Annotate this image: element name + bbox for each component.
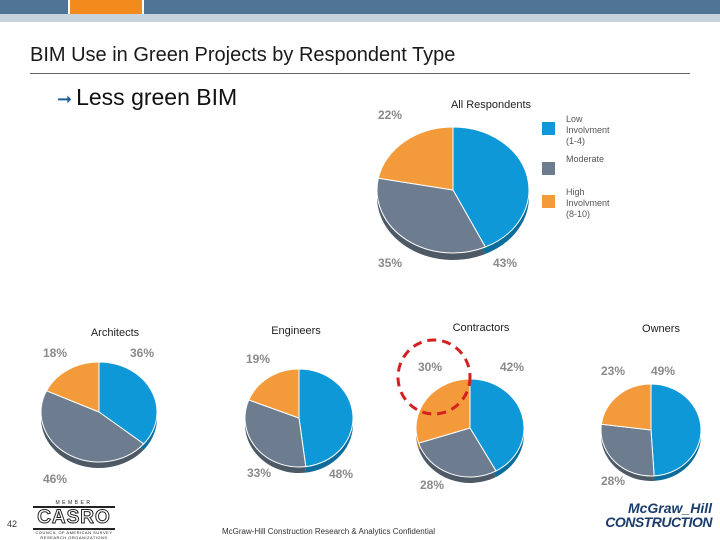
footer-confidential: McGraw-Hill Construction Research & Anal… bbox=[222, 527, 435, 536]
mcgraw-hill-logo: McGraw_Hill CONSTRUCTION bbox=[602, 501, 712, 531]
slice-label-moderate: 28% bbox=[420, 478, 444, 492]
top-bar-stripe bbox=[0, 14, 720, 22]
slice-label-high: 23% bbox=[601, 364, 625, 378]
casro-member-text: MEMBER bbox=[55, 500, 93, 506]
logo-line-1: McGraw_Hill bbox=[627, 500, 712, 516]
logo-line-2: CONSTRUCTION bbox=[605, 514, 712, 530]
pie-slice-low bbox=[469, 378, 525, 472]
pie-slice-low bbox=[650, 383, 702, 477]
pie-owners bbox=[600, 383, 702, 481]
pie-slice-low bbox=[98, 361, 158, 445]
casro-name: CASRO bbox=[33, 506, 115, 530]
pie-slice-high bbox=[600, 383, 652, 431]
bullet-text: Less green BIM bbox=[76, 84, 238, 110]
pie-contractors bbox=[415, 378, 525, 483]
slide-title: BIM Use in Green Projects by Respondent … bbox=[30, 44, 456, 66]
top-bar-segment-orange bbox=[70, 0, 142, 14]
legend-swatch-moderate bbox=[542, 162, 555, 175]
chart-labels: All Respondents 43% 35% 22% Architects 36% 46%… bbox=[43, 99, 680, 492]
slice-label-moderate: 35% bbox=[378, 256, 402, 270]
pie-title: All Respondents bbox=[451, 99, 532, 111]
pie-title: Contractors bbox=[453, 322, 510, 334]
slice-label-moderate: 33% bbox=[247, 466, 271, 480]
pie-slice-moderate bbox=[417, 427, 497, 478]
bullet-point: ➞ Less green BIM bbox=[57, 84, 237, 111]
pie-slice-high bbox=[45, 361, 100, 413]
legend-label-low: Low Involvment (1-4) bbox=[566, 114, 610, 146]
top-bar-segment-dark-right bbox=[144, 0, 720, 14]
legend-label-moderate: Moderate bbox=[566, 154, 604, 164]
top-color-bar bbox=[0, 0, 720, 22]
pie-title: Engineers bbox=[271, 325, 321, 337]
legend-swatch-low bbox=[542, 122, 555, 135]
casro-subtitle: COUNCIL OF AMERICAN SURVEY RESEARCH ORGA… bbox=[35, 530, 113, 540]
pie-all-respondents bbox=[376, 126, 530, 261]
pie-architects bbox=[40, 361, 158, 468]
pie-slice-moderate bbox=[40, 390, 145, 463]
legend-swatch-high bbox=[542, 195, 555, 208]
slice-label-moderate: 28% bbox=[601, 474, 625, 488]
casro-logo: MEMBER CASRO COUNCIL OF AMERICAN SURVEY … bbox=[33, 500, 115, 540]
pie-slice-low bbox=[452, 126, 530, 248]
highlight-circle bbox=[396, 338, 472, 416]
pie-slice-high bbox=[415, 378, 471, 444]
pie-title: Owners bbox=[642, 323, 680, 335]
slice-label-moderate: 46% bbox=[43, 472, 67, 486]
pie-slice-low bbox=[298, 368, 354, 468]
pie-charts bbox=[40, 126, 702, 483]
arrow-bullet-icon: ➞ bbox=[57, 89, 73, 109]
top-bar-segment-dark bbox=[0, 0, 68, 14]
pie-slice-high bbox=[248, 368, 300, 419]
slice-label-low: 43% bbox=[493, 256, 517, 270]
page-number: 42 bbox=[7, 519, 18, 529]
pie-slice-high bbox=[377, 126, 454, 191]
slice-label-low: 42% bbox=[500, 360, 524, 374]
chart-legend: Low Involvment (1-4) Moderate High Involvment… bbox=[542, 114, 610, 219]
slice-label-high: 22% bbox=[378, 108, 402, 122]
title-divider bbox=[30, 73, 690, 74]
pie-slice-moderate bbox=[376, 177, 487, 254]
slice-label-high: 30% bbox=[418, 360, 442, 374]
pie-title: Architects bbox=[91, 327, 140, 339]
slice-label-low: 49% bbox=[651, 364, 675, 378]
pie-slice-moderate bbox=[244, 399, 307, 468]
legend-label-high: High Involvment (8-10) bbox=[566, 187, 610, 219]
pie-slice-moderate bbox=[600, 423, 655, 477]
slice-label-low: 48% bbox=[329, 467, 353, 481]
slice-label-high: 19% bbox=[246, 352, 270, 366]
pie-engineers bbox=[244, 368, 354, 473]
slice-label-low: 36% bbox=[130, 346, 154, 360]
slice-label-high: 18% bbox=[43, 346, 67, 360]
